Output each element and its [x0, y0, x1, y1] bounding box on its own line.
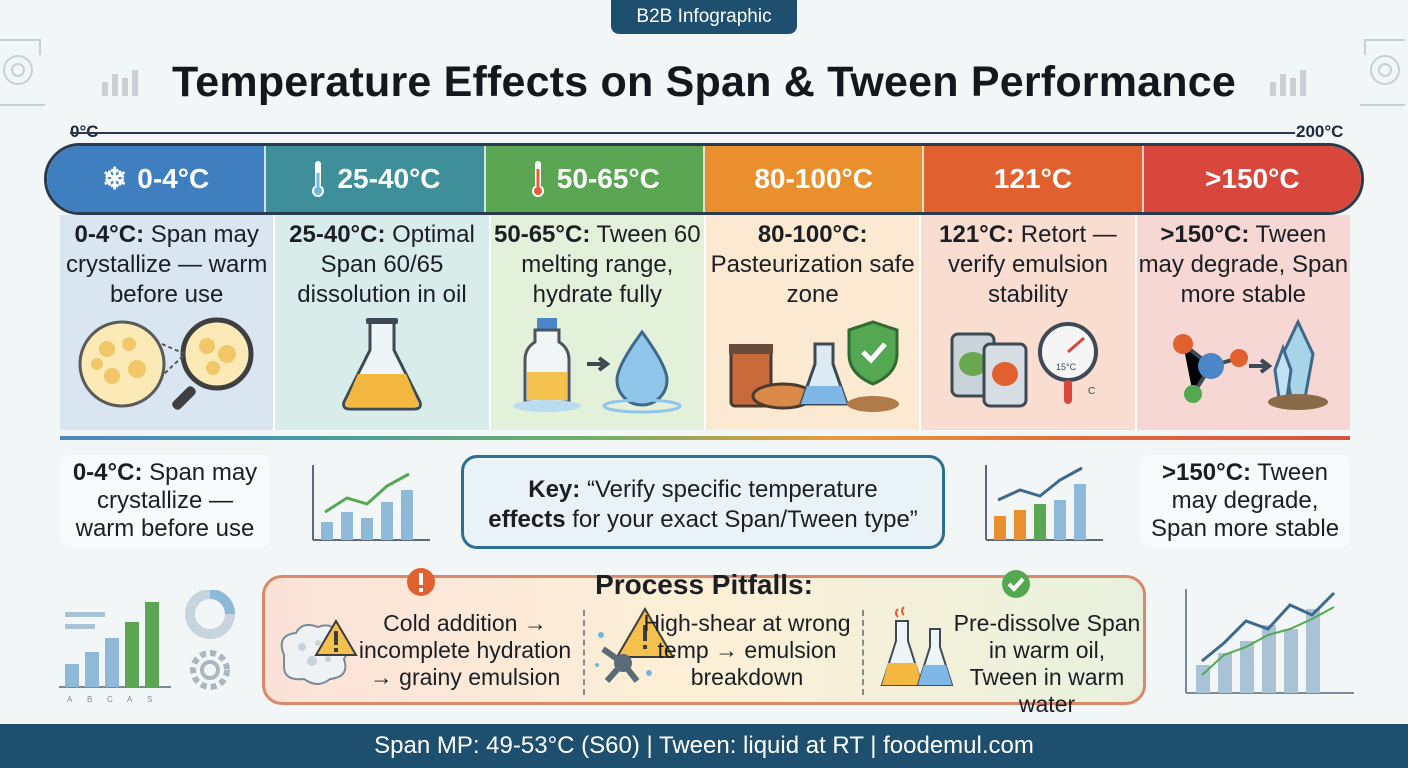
- donut-gear-decoration: [185, 590, 235, 690]
- mini-chart-decoration-left: [102, 70, 138, 96]
- band-details: 0-4°C: Span may crystallize — warm befor…: [60, 215, 1350, 430]
- band-description: 121°C: Retort — verify emulsion stabilit…: [939, 221, 1117, 308]
- snowflake-icon: ❄: [102, 162, 128, 196]
- line-chart-decoration-right: [1185, 589, 1354, 694]
- band-description: >150°C: Tween may degrade, Span more sta…: [1138, 221, 1349, 308]
- thermometer-icon: [312, 161, 325, 197]
- band-detail-50-65: 50-65°C: Tween 60 melting range, hydrate…: [490, 215, 706, 430]
- crystals-magnifier-illustration: [60, 310, 273, 418]
- grainy-emulsion-icon: [280, 619, 358, 685]
- band-80-100: 80-100°C: [704, 146, 925, 212]
- food-jar-shield-illustration: [706, 310, 919, 418]
- footer-bar: Span MP: 49-53°C (S60) | Tween: liquid a…: [0, 724, 1408, 768]
- axis-label-a: A: [67, 695, 73, 704]
- gauge-temperature-label: 15°C: [1056, 362, 1077, 372]
- flask-oil-illustration: [275, 310, 488, 418]
- axis-label-c: C: [107, 695, 113, 704]
- growth-chart-icon-right: [985, 465, 1103, 541]
- band-121: 121°C: [924, 146, 1144, 212]
- infographic-tag: B2B Infographic: [611, 0, 797, 34]
- band-50-65: 50-65°C: [485, 146, 705, 212]
- cans-gauge-illustration: 15°C C: [921, 310, 1134, 418]
- band-25-40: 25-40°C: [266, 146, 486, 212]
- mini-chart-decoration-right: [1270, 70, 1306, 96]
- band-description: 50-65°C: Tween 60 melting range, hydrate…: [494, 221, 701, 308]
- key-callout: Key: “Verify specific temperature effect…: [461, 455, 945, 549]
- process-pitfalls-panel: [262, 575, 1146, 705]
- band-label: 25-40°C: [337, 163, 441, 194]
- scale-line: [70, 132, 1295, 148]
- temperature-band-bar: ❄ 0-4°C 25-40°C 50-65°C 80-100°C 121°C >…: [44, 143, 1364, 215]
- pitfall-separator: [862, 610, 864, 695]
- band-label: >150°C: [1205, 163, 1300, 194]
- band-detail-0-4: 0-4°C: Span may crystallize — warm befor…: [60, 215, 276, 430]
- warm-flasks-icon: [880, 606, 954, 686]
- pitfall-separator: [583, 610, 585, 695]
- band-label: 80-100°C: [754, 163, 873, 194]
- check-badge-icon: [1002, 570, 1030, 598]
- page-title: Temperature Effects on Span & Tween Perf…: [172, 58, 1236, 106]
- side-note-hot: >150°C: Tween may degrade, Span more sta…: [1140, 455, 1350, 547]
- band-detail-121: 121°C: Retort — verify emulsion stabilit…: [921, 215, 1137, 430]
- band-label: 0-4°C: [137, 163, 210, 194]
- pitfall-pre-dissolve: Pre-dissolve Span in warm oil, Tween in …: [953, 610, 1141, 717]
- bar-chart-decoration-left: A B C A S: [59, 602, 171, 704]
- band-detail-80-100: 80-100°C: Pasteurization safe zone: [705, 215, 922, 430]
- band-0-4: ❄ 0-4°C: [47, 146, 267, 212]
- band-150-plus: >150°C: [1143, 146, 1361, 212]
- thermometer-icon: [531, 161, 544, 197]
- pitfall-high-shear: High-shear at wrong temp → emulsion brea…: [643, 610, 851, 690]
- axis-label-a2: A: [127, 695, 133, 704]
- molecule-crystal-illustration: [1137, 310, 1350, 418]
- pitfalls-title: Process Pitfalls:: [595, 569, 813, 600]
- band-label: 121°C: [993, 163, 1073, 194]
- bottle-water-drop-illustration: [491, 310, 704, 418]
- band-detail-25-40: 25-40°C: Optimal Span 60/65 dissolution …: [275, 215, 491, 430]
- axis-label-s: S: [147, 695, 152, 704]
- high-shear-mixer-icon: [595, 607, 675, 683]
- scale-max-label: 200°C: [1296, 122, 1344, 141]
- circuit-decoration-right: [1360, 39, 1405, 106]
- scale-min-label: 0°C: [70, 122, 99, 141]
- band-description: 0-4°C: Span may crystallize — warm befor…: [65, 221, 268, 308]
- band-label: 50-65°C: [556, 163, 660, 194]
- section-divider: [60, 436, 1350, 440]
- band-description: 80-100°C: Pasteurization safe zone: [710, 221, 915, 308]
- growth-chart-icon: [312, 465, 430, 541]
- band-description: 25-40°C: Optimal Span 60/65 dissolution …: [289, 221, 475, 308]
- axis-label-b: B: [87, 695, 92, 704]
- side-note-cold: 0-4°C: Span may crystallize — warm befor…: [60, 455, 270, 547]
- band-detail-150-plus: >150°C: Tween may degrade, Span more sta…: [1136, 215, 1350, 430]
- pitfall-cold-addition: Cold addition → incomplete hydration → g…: [358, 610, 572, 690]
- warning-badge-icon: [407, 568, 435, 596]
- circuit-decoration-left: [0, 39, 45, 106]
- gauge-unit-label: C: [1088, 386, 1095, 397]
